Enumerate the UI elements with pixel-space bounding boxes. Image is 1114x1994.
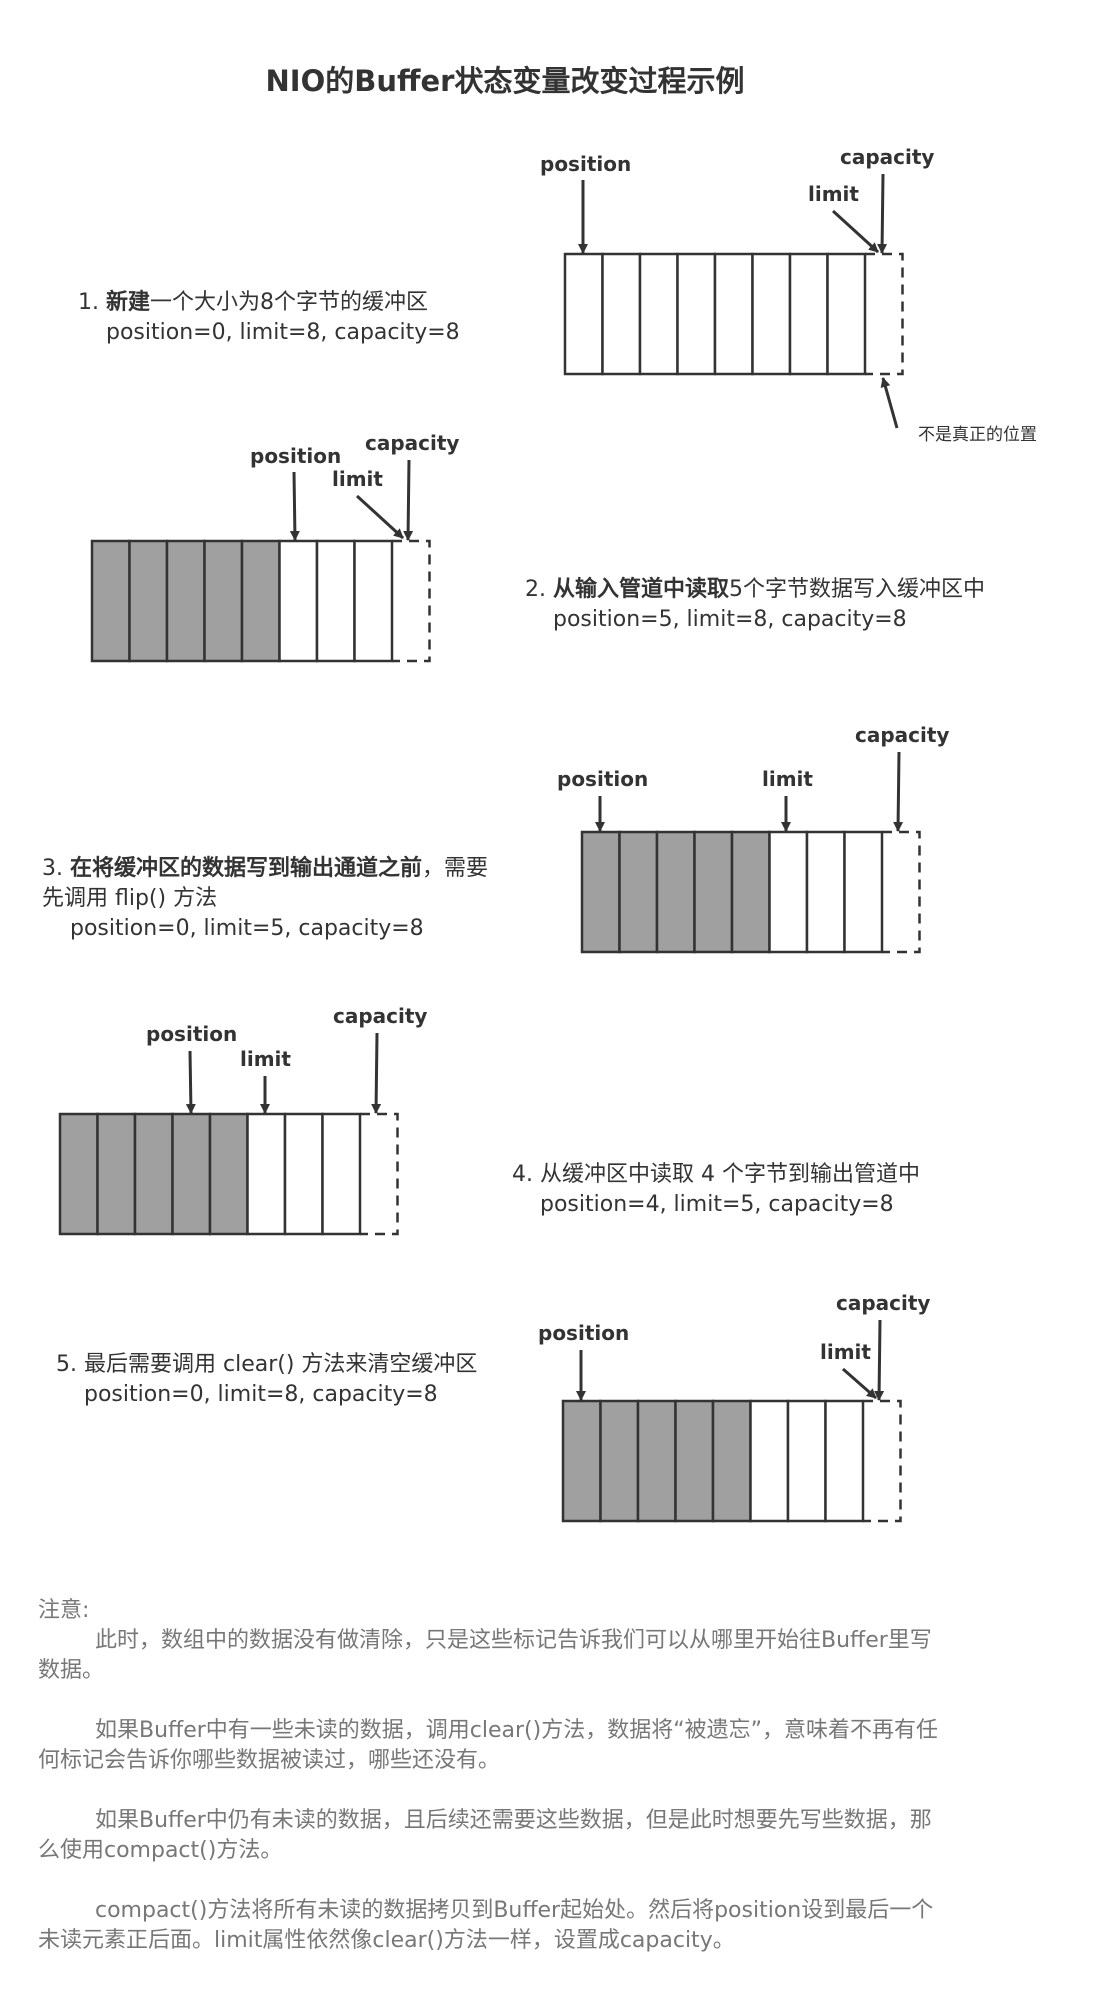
- capacity-arrow: [403, 459, 414, 541]
- capacity-arrow: [877, 173, 888, 254]
- buffer-cell: [655, 830, 696, 954]
- capacity-label: capacity: [365, 431, 459, 455]
- limit-label: limit: [240, 1047, 291, 1071]
- buffer-cell: [788, 252, 829, 376]
- buffer-cell: [133, 1112, 174, 1236]
- note-section: 注意: 此时，数组中的数据没有做清除，只是这些标记告诉我们可以从哪里开始往Buf…: [38, 1596, 938, 1986]
- note-paragraph: 如果Buffer中有一些未读的数据，调用clear()方法，数据将“被遗忘”，意…: [38, 1718, 939, 1773]
- capacity-label: capacity: [836, 1291, 930, 1315]
- buffer-step-4: [58, 1112, 399, 1236]
- buffer-cell: [561, 1399, 602, 1523]
- buffer-cell: [165, 539, 206, 663]
- position-label: position: [250, 444, 341, 468]
- buffer-cell: [353, 539, 394, 663]
- buffer-cell: [96, 1112, 137, 1236]
- buffer-cell: [768, 830, 809, 954]
- limit-label: limit: [820, 1340, 871, 1364]
- buffer-cell: [208, 1112, 249, 1236]
- step-4-text: 4. 从缓冲区中读取 4 个字节到输出管道中 position=4, limit…: [512, 1160, 920, 1220]
- buffer-cell: [315, 539, 356, 663]
- buffer-cell: [90, 539, 131, 663]
- note-heading: 注意:: [38, 1598, 90, 1623]
- capacity-arrow: [371, 1032, 382, 1114]
- limit-arrow: [842, 1367, 877, 1400]
- position-arrow: [185, 1050, 196, 1114]
- buffer-cell: [805, 830, 846, 954]
- buffer-cell: [826, 252, 867, 376]
- limit-label: limit: [332, 467, 383, 491]
- buffer-cell: [580, 830, 621, 954]
- step-5-text: 5. 最后需要调用 clear() 方法来清空缓冲区 position=0, l…: [56, 1350, 477, 1410]
- position-label: position: [540, 152, 631, 176]
- capacity-slot: [865, 252, 904, 376]
- buffer-cell: [599, 1399, 640, 1523]
- buffer-cell: [713, 252, 754, 376]
- buffer-cell: [321, 1112, 362, 1236]
- diagram-title: NIO的Buffer状态变量改变过程示例: [265, 64, 745, 98]
- buffer-cell: [674, 1399, 715, 1523]
- position-arrow: [289, 471, 300, 541]
- position-label: position: [538, 1321, 629, 1345]
- buffer-cell: [749, 1399, 790, 1523]
- capacity-slot: [392, 539, 431, 663]
- step-3-text: 3. 在将缓冲区的数据写到输出通道之前，需要 先调用 flip() 方法 pos…: [42, 854, 488, 944]
- capacity-slot: [863, 1399, 902, 1523]
- capacity-arrow: [874, 1319, 885, 1401]
- buffer-cell: [128, 539, 169, 663]
- buffer-cell: [601, 252, 642, 376]
- buffer-cell: [278, 539, 319, 663]
- step-1-text: 1. 新建一个大小为8个字节的缓冲区 position=0, limit=8, …: [78, 288, 460, 348]
- step-4-state: position=4, limit=5, capacity=8: [540, 1192, 894, 1217]
- buffer-cell: [283, 1112, 324, 1236]
- buffer-step-1: [563, 252, 904, 376]
- buffer-cell: [171, 1112, 212, 1236]
- buffer-cell: [843, 830, 884, 954]
- limit-label: limit: [762, 767, 813, 791]
- capacity-label: capacity: [840, 145, 934, 169]
- step-5-state: position=0, limit=8, capacity=8: [84, 1382, 438, 1407]
- buffer-cell: [618, 830, 659, 954]
- capacity-slot: [360, 1112, 399, 1236]
- buffer-cell: [203, 539, 244, 663]
- buffer-cell: [638, 252, 679, 376]
- buffer-cell: [636, 1399, 677, 1523]
- limit-arrow: [831, 209, 880, 254]
- capacity-label: capacity: [855, 723, 949, 747]
- limit-arrow: [355, 494, 405, 540]
- position-label: position: [557, 767, 648, 791]
- buffer-cell: [711, 1399, 752, 1523]
- note-paragraph: compact()方法将所有未读的数据拷贝到Buffer起始处。然后将posit…: [38, 1898, 934, 1953]
- buffer-cell: [676, 252, 717, 376]
- buffer-cell: [240, 539, 281, 663]
- capacity-arrow: [893, 751, 904, 832]
- not-real-position-note: 不是真正的位置: [918, 425, 1037, 445]
- buffer-step-5: [561, 1399, 902, 1523]
- step-2-state: position=5, limit=8, capacity=8: [553, 607, 907, 632]
- step-2-text: 2. 从输入管道中读取5个字节数据写入缓冲区中 position=5, limi…: [525, 575, 985, 635]
- step-1-state: position=0, limit=8, capacity=8: [106, 320, 460, 345]
- buffer-cell: [786, 1399, 827, 1523]
- buffer-cell: [730, 830, 771, 954]
- capacity-label: capacity: [333, 1004, 427, 1028]
- limit-label: limit: [808, 182, 859, 206]
- position-label: position: [146, 1022, 237, 1046]
- capacity-slot: [882, 830, 921, 954]
- buffer-cell: [693, 830, 734, 954]
- hint-arrow: [880, 377, 899, 429]
- buffer-step-3: [580, 830, 921, 954]
- buffer-step-2: [90, 539, 431, 663]
- buffer-cell: [563, 252, 604, 376]
- buffer-cell: [824, 1399, 865, 1523]
- note-paragraph: 如果Buffer中仍有未读的数据，且后续还需要这些数据，但是此时想要先写些数据，…: [38, 1808, 932, 1863]
- buffer-cell: [751, 252, 792, 376]
- buffer-cell: [246, 1112, 287, 1236]
- step-3-state: position=0, limit=5, capacity=8: [70, 916, 424, 941]
- buffer-cell: [58, 1112, 99, 1236]
- note-paragraph: 此时，数组中的数据没有做清除，只是这些标记告诉我们可以从哪里开始往Buffer里…: [38, 1628, 932, 1683]
